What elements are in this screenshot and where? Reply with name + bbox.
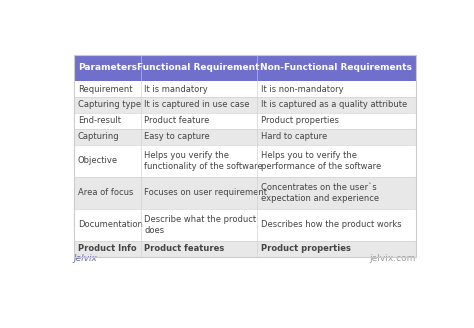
Text: It is captured as a quality attribute: It is captured as a quality attribute bbox=[261, 100, 407, 110]
Text: Product features: Product features bbox=[145, 244, 225, 253]
Text: Parameters: Parameters bbox=[78, 63, 137, 72]
Text: It is non-mandatory: It is non-mandatory bbox=[261, 85, 343, 93]
Bar bbox=[74, 54, 416, 81]
Text: Concentrates on the user`s
expectation and experience: Concentrates on the user`s expectation a… bbox=[261, 183, 379, 203]
Bar bbox=[74, 129, 416, 145]
Text: End-result: End-result bbox=[78, 116, 121, 125]
Text: jelvix.com: jelvix.com bbox=[369, 254, 416, 263]
Text: It is captured in use case: It is captured in use case bbox=[145, 100, 250, 110]
Text: Capturing: Capturing bbox=[78, 133, 119, 141]
Text: Product Info: Product Info bbox=[78, 244, 137, 253]
Text: Helps you to verify the
performance of the software: Helps you to verify the performance of t… bbox=[261, 151, 381, 171]
Text: It is mandatory: It is mandatory bbox=[145, 85, 208, 93]
Text: Capturing type: Capturing type bbox=[78, 100, 141, 110]
Text: Describes how the product works: Describes how the product works bbox=[261, 220, 401, 229]
Text: Documentation: Documentation bbox=[78, 220, 143, 229]
Text: Product properties: Product properties bbox=[261, 244, 350, 253]
Text: Product feature: Product feature bbox=[145, 116, 210, 125]
Bar bbox=[74, 113, 416, 129]
Text: Area of focus: Area of focus bbox=[78, 188, 133, 197]
Bar bbox=[74, 241, 416, 256]
Text: Functional Requirement: Functional Requirement bbox=[137, 63, 260, 72]
Text: Product properties: Product properties bbox=[261, 116, 338, 125]
Text: Describe what the product
does: Describe what the product does bbox=[145, 215, 256, 235]
Text: Requirement: Requirement bbox=[78, 85, 132, 93]
Text: Hard to capture: Hard to capture bbox=[261, 133, 327, 141]
Bar bbox=[74, 97, 416, 113]
Bar bbox=[74, 145, 416, 177]
Text: Focuses on user requirement: Focuses on user requirement bbox=[145, 188, 267, 197]
Text: Helps you verify the
functionality of the software: Helps you verify the functionality of th… bbox=[145, 151, 263, 171]
Bar bbox=[74, 177, 416, 209]
Text: Non-Functional Requirements: Non-Functional Requirements bbox=[260, 63, 412, 72]
Text: Easy to capture: Easy to capture bbox=[145, 133, 210, 141]
Bar bbox=[74, 209, 416, 241]
Text: Jelvix: Jelvix bbox=[74, 254, 98, 263]
Bar bbox=[74, 81, 416, 97]
Bar bbox=[74, 54, 416, 256]
Text: Objective: Objective bbox=[78, 156, 118, 165]
